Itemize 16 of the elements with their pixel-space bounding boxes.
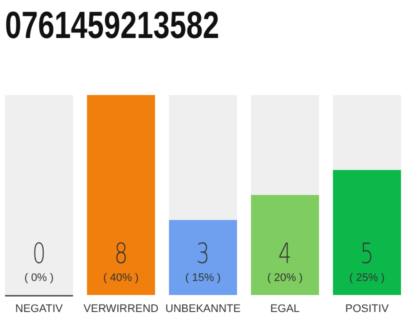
data-label: 0 — [32, 236, 46, 270]
data-label: 3 — [196, 236, 210, 270]
x-tick-label: POSITIV — [345, 303, 390, 315]
x-tick-label: NEGATIV — [15, 303, 64, 315]
x-tick-label: UNBEKANNTE — [165, 303, 241, 315]
annotation: ( 40% ) — [103, 272, 139, 284]
data-label: 4 — [278, 236, 292, 270]
chart-title: 0761459213582 — [5, 4, 220, 47]
annotation: ( 15% ) — [185, 272, 221, 284]
annotation: ( 25% ) — [349, 272, 385, 284]
x-tick-label: EGAL — [270, 303, 300, 315]
data-label: 8 — [114, 236, 128, 270]
x-tick-label: VERWIRREND — [84, 303, 159, 315]
annotation: ( 0% ) — [24, 272, 54, 284]
annotation: ( 20% ) — [267, 272, 303, 284]
data-label: 5 — [360, 236, 374, 270]
